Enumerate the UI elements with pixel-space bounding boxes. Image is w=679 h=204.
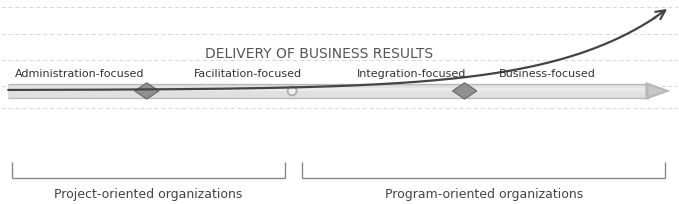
Polygon shape — [646, 82, 669, 99]
Polygon shape — [452, 83, 477, 99]
Polygon shape — [134, 83, 159, 99]
Text: Facilitation-focused: Facilitation-focused — [194, 69, 302, 79]
Text: Program-oriented organizations: Program-oriented organizations — [385, 188, 583, 201]
Ellipse shape — [288, 86, 297, 95]
Polygon shape — [648, 86, 665, 96]
Text: DELIVERY OF BUSINESS RESULTS: DELIVERY OF BUSINESS RESULTS — [205, 47, 433, 61]
Text: Project-oriented organizations: Project-oriented organizations — [54, 188, 242, 201]
Text: Integration-focused: Integration-focused — [356, 69, 466, 79]
Text: Business-focused: Business-focused — [498, 69, 595, 79]
Text: Administration-focused: Administration-focused — [15, 69, 145, 79]
